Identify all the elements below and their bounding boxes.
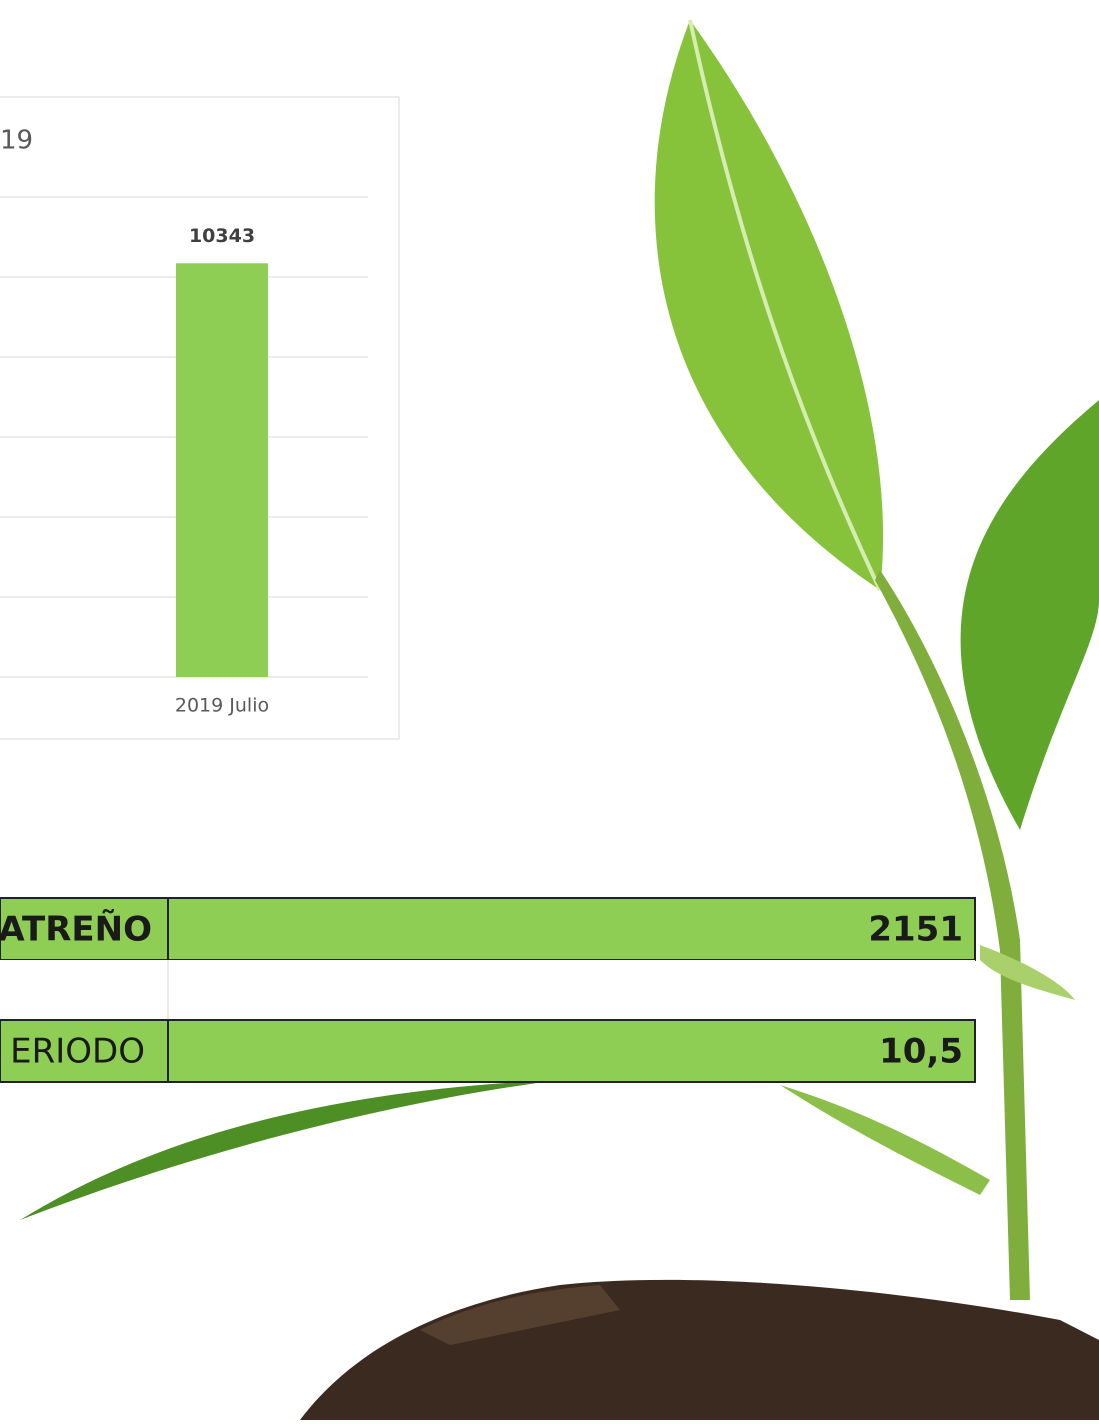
row-label: ATREÑO (0, 909, 152, 950)
row-value: 10,5 (879, 1032, 963, 1072)
chart-title: 19 (0, 126, 33, 156)
row-label: ERIODO (10, 1032, 145, 1072)
page: 19 2019 Julio 10343 ATREÑO 2151 ERIODO 10… (0, 0, 1099, 1420)
bar (176, 263, 268, 677)
row-value: 2151 (868, 910, 963, 950)
screen: 19 2019 Julio 10343 ATREÑO 2151 ERIODO 10… (0, 0, 1099, 1420)
table: ATREÑO 2151 ERIODO 10,5 (0, 898, 975, 1082)
table-cell (168, 898, 975, 960)
data-label: 10343 (189, 225, 255, 247)
table-cell (168, 1020, 975, 1082)
table-row (0, 960, 975, 1020)
x-tick-label: 2019 Julio (175, 695, 269, 717)
